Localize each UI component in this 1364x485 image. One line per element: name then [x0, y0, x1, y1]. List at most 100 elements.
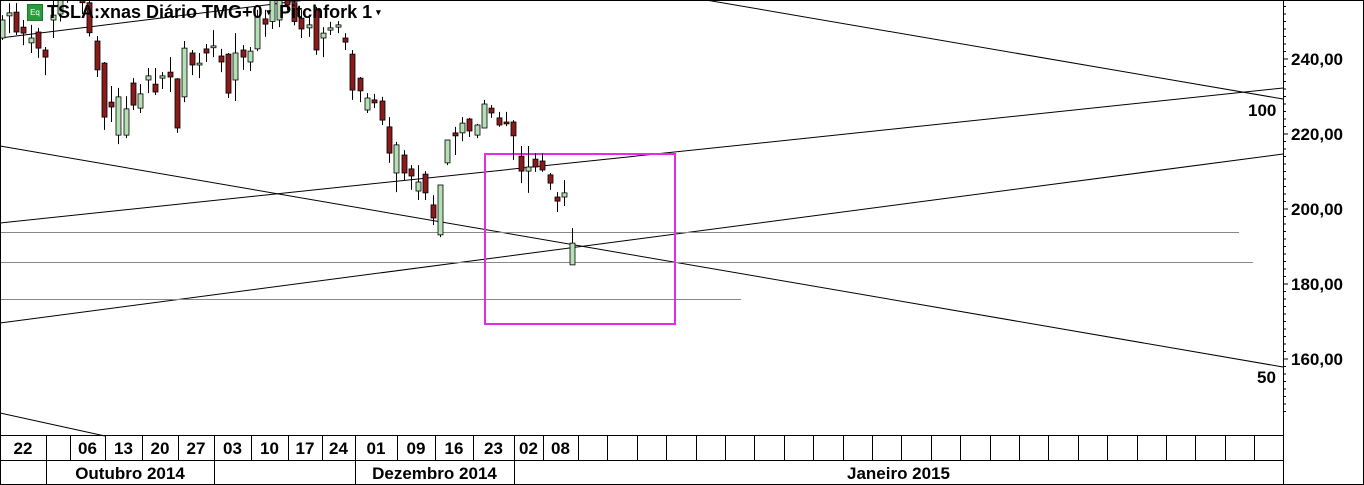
drawing-layer[interactable] — [0, 0, 1284, 437]
candle — [86, 0, 93, 37]
date-month-label: Outubro 2014 — [75, 464, 185, 483]
candle-body-up — [0, 19, 6, 39]
symbol-dropdown-icon[interactable]: ▾ — [266, 7, 272, 17]
price-tick-label: 240,00 — [1291, 50, 1343, 69]
candle — [57, 0, 64, 22]
candle-body-down — [379, 100, 386, 121]
candle-body-down — [13, 11, 20, 33]
candle — [327, 21, 334, 35]
eq-badge-icon[interactable]: Eq — [27, 4, 43, 21]
candle-body-down — [430, 204, 437, 219]
candle-body-up — [115, 96, 122, 136]
candle — [225, 53, 232, 98]
date-day-label[interactable]: 06 — [78, 439, 97, 458]
chart-title-bar: Eq TSLA:xnas Diário TMG+0 ▾ Pitchfork 1 … — [27, 2, 389, 23]
candle — [94, 36, 101, 77]
candle-body-up — [232, 52, 239, 81]
candle — [437, 184, 444, 238]
candle-body-down — [539, 160, 546, 171]
date-day-label[interactable]: 22 — [14, 439, 33, 458]
candle — [386, 117, 393, 163]
candle — [35, 27, 42, 58]
date-day-label[interactable]: 24 — [329, 439, 348, 458]
candle — [181, 41, 188, 103]
candle — [364, 93, 371, 113]
date-day-label[interactable]: 02 — [519, 439, 538, 458]
candle-body-down — [342, 37, 349, 43]
candle-body-down — [488, 107, 495, 114]
pitchfork-line[interactable] — [0, 145, 1284, 368]
candle-body-down — [35, 31, 42, 49]
candle — [50, 0, 57, 38]
candle-body-up — [196, 62, 203, 66]
candle — [28, 24, 35, 53]
candle-body-down — [408, 168, 415, 177]
date-day-label[interactable]: 08 — [551, 439, 570, 458]
pitchfork-line[interactable] — [0, 87, 1284, 224]
candle — [254, 9, 261, 52]
candle — [196, 53, 203, 79]
candle — [210, 30, 217, 58]
candle-body-down — [94, 40, 101, 71]
date-day-label[interactable]: 10 — [260, 439, 279, 458]
date-axis[interactable]: 22 06 13 20 27 03 10 17 24 01 09 16 23 02 08 Outubro 20… — [0, 435, 1284, 485]
candle-body-up — [247, 50, 254, 63]
candle-body-down — [240, 49, 247, 58]
candle-body-up — [335, 24, 342, 28]
date-day-label[interactable]: 01 — [367, 439, 386, 458]
candle-body-up — [50, 14, 57, 21]
date-day-label[interactable]: 16 — [445, 439, 464, 458]
candle — [422, 171, 429, 200]
candle — [42, 47, 49, 76]
candle-body-up — [474, 124, 481, 136]
candle — [20, 20, 27, 46]
candle — [408, 165, 415, 190]
price-tick-label: 220,00 — [1291, 125, 1343, 144]
candle-body-down — [422, 173, 429, 194]
candle — [452, 126, 459, 155]
candle-body-up — [569, 242, 576, 266]
price-tick-label: 160,00 — [1291, 350, 1343, 369]
candle-body-up — [415, 181, 422, 192]
date-day-label[interactable]: 17 — [296, 439, 315, 458]
candle-body-down — [466, 118, 473, 132]
candle — [466, 117, 473, 137]
date-day-label[interactable]: 20 — [151, 439, 170, 458]
pitchfork-line[interactable] — [0, 412, 106, 437]
candle — [284, 0, 291, 11]
candle — [115, 87, 122, 145]
date-day-label[interactable]: 09 — [407, 439, 426, 458]
pitchfork-line[interactable] — [0, 153, 1284, 324]
candle — [0, 15, 6, 40]
date-day-label[interactable]: 23 — [484, 439, 503, 458]
date-day-label[interactable]: 13 — [114, 439, 133, 458]
candle-body-down — [532, 158, 539, 168]
highlight-rectangle[interactable] — [484, 153, 676, 325]
pitchfork-level-upper: 100 — [1248, 101, 1277, 120]
candle — [547, 173, 554, 190]
candle — [298, 9, 305, 38]
candle — [108, 86, 115, 122]
candle-body-down — [496, 117, 503, 126]
candle — [291, 0, 298, 26]
study-title[interactable]: Pitchfork 1 — [279, 2, 373, 22]
date-day-label[interactable]: 03 — [223, 439, 242, 458]
candle — [488, 105, 495, 118]
candle — [320, 27, 327, 58]
candle-body-down — [189, 52, 196, 66]
candle — [247, 47, 254, 71]
candle — [335, 21, 342, 34]
candle-body-up — [459, 122, 466, 134]
candle-body-up — [393, 144, 400, 174]
study-dropdown-icon[interactable]: ▾ — [376, 7, 381, 17]
candle-body-down — [349, 53, 356, 91]
candle — [357, 77, 364, 103]
pitchfork-line[interactable] — [705, 0, 1284, 100]
candle — [218, 48, 225, 73]
date-day-label[interactable]: 27 — [187, 439, 206, 458]
symbol-title[interactable]: TSLA:xnas Diário TMG+0 — [47, 2, 263, 22]
candle-body-up — [525, 166, 532, 172]
candle-body-down — [510, 121, 517, 137]
